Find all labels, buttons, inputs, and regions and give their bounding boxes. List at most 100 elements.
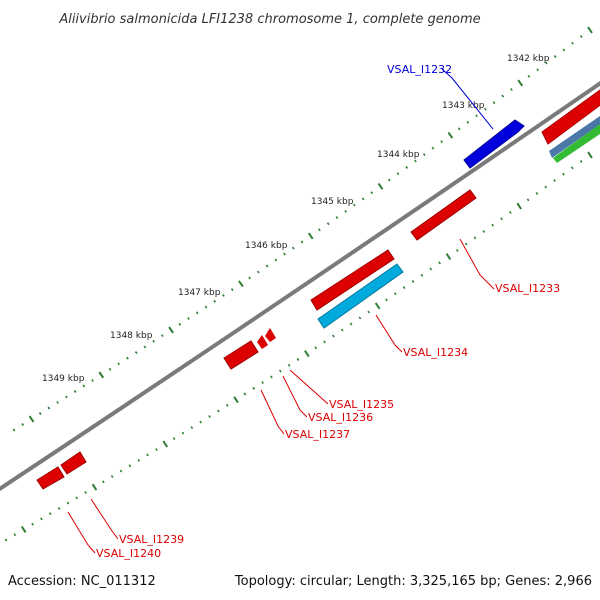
minor-tick <box>217 409 220 413</box>
minor-tick <box>12 428 16 432</box>
minor-tick <box>181 431 185 435</box>
minor-tick <box>108 367 112 371</box>
minor-tick <box>344 209 347 213</box>
gene-label-vsal-i1240[interactable]: VSAL_I1240 <box>96 547 161 560</box>
minor-tick <box>501 94 505 98</box>
gene-label-vsal-i1232[interactable]: VSAL_I1232 <box>387 63 452 76</box>
minor-tick <box>457 127 461 131</box>
minor-tick <box>119 469 123 473</box>
major-tick <box>374 302 381 310</box>
minor-tick <box>56 401 59 404</box>
major-tick <box>28 415 35 423</box>
major-tick <box>377 182 384 190</box>
minor-tick <box>291 246 295 250</box>
leader-line-vsal-i1233 <box>459 238 495 290</box>
minor-tick <box>562 172 565 176</box>
edge-feature-red[interactable] <box>541 89 600 145</box>
major-tick <box>516 202 522 210</box>
major-tick <box>447 131 454 139</box>
gene-label-vsal-i1235[interactable]: VSAL_I1235 <box>329 398 394 411</box>
minor-tick <box>213 299 217 303</box>
minor-tick <box>21 423 25 426</box>
minor-tick <box>340 328 344 332</box>
minor-tick <box>402 286 406 290</box>
kbp-labels: 1342 kbp 1343 kbp 1344 kbp 1345 kbp 1346… <box>42 54 550 384</box>
minor-tick <box>420 273 424 277</box>
minor-tick <box>349 322 353 326</box>
minor-tick <box>261 381 264 385</box>
minor-tick <box>429 267 433 271</box>
major-tick <box>20 526 27 533</box>
minor-tick <box>483 107 487 111</box>
major-tick <box>517 79 524 87</box>
leader-line-vsal-i1237 <box>260 389 285 435</box>
gene-feature-vsal-i1234[interactable] <box>310 249 395 311</box>
minor-tick <box>323 340 326 344</box>
minor-tick <box>117 362 121 366</box>
minor-tick <box>411 279 415 283</box>
major-tick <box>168 326 174 334</box>
minor-tick <box>73 390 77 393</box>
minor-tick <box>571 41 574 45</box>
kbp-label-1342: 1342 kbp <box>507 54 550 64</box>
minor-tick <box>265 264 269 268</box>
minor-tick <box>126 356 129 360</box>
minor-tick <box>535 191 539 195</box>
gene-label-vsal-i1234[interactable]: VSAL_I1234 <box>403 346 468 359</box>
minor-tick <box>278 369 282 373</box>
gene-feature-vsal-i1239[interactable] <box>60 451 87 475</box>
minor-tick <box>199 420 202 424</box>
kbp-label-1346: 1346 kbp <box>245 241 288 251</box>
gene-feature-vsal-i1237[interactable] <box>223 340 259 370</box>
minor-tick <box>230 288 234 292</box>
leader-line-vsal-i1239 <box>90 498 119 540</box>
major-tick <box>98 371 105 379</box>
leader-line-vsal-i1240 <box>67 511 96 554</box>
gene-label-vsal-i1236[interactable]: VSAL_I1236 <box>308 411 373 424</box>
gene-labels: VSAL_I1232 VSAL_I1233 VSAL_I1234 VSAL_I1… <box>96 63 560 560</box>
outer-tick-row <box>12 26 593 432</box>
minor-tick <box>464 242 468 246</box>
gene-label-vsal-i1237[interactable]: VSAL_I1237 <box>285 428 350 441</box>
minor-tick <box>146 453 149 457</box>
minor-tick <box>553 55 557 58</box>
inner-tick-row <box>4 151 593 542</box>
accession-text: Accession: NC_011312 <box>8 574 156 589</box>
minor-tick <box>385 298 388 302</box>
minor-tick <box>544 185 548 189</box>
minor-tick <box>4 538 8 542</box>
edge-feature-steel[interactable] <box>549 116 600 158</box>
minor-tick <box>287 363 291 367</box>
leader-line-vsal-i1232 <box>441 68 494 130</box>
gene-label-vsal-i1239[interactable]: VSAL_I1239 <box>119 533 184 546</box>
minor-tick <box>473 236 477 240</box>
minor-tick <box>91 379 94 382</box>
minor-tick <box>482 230 486 233</box>
kbp-label-1344: 1344 kbp <box>377 150 420 160</box>
minor-tick <box>13 533 17 537</box>
minor-tick <box>204 305 208 309</box>
kbp-label-1345: 1345 kbp <box>311 197 354 207</box>
minor-tick <box>134 351 138 355</box>
gene-feature-vsal-i1232[interactable] <box>463 119 525 169</box>
major-tick <box>445 253 452 261</box>
minor-tick <box>492 101 496 105</box>
minor-tick <box>48 512 52 516</box>
gene-feature-vsal-i1235[interactable] <box>265 328 276 342</box>
gene-label-vsal-i1233[interactable]: VSAL_I1233 <box>495 282 560 295</box>
minor-tick <box>367 310 371 314</box>
gene-feature-vsal-i1233[interactable] <box>410 189 477 241</box>
minor-tick <box>353 203 356 207</box>
gene-features <box>36 119 525 490</box>
minor-tick <box>178 322 182 326</box>
feature-cyan[interactable] <box>317 263 404 329</box>
minor-tick <box>491 223 494 227</box>
edge-features <box>541 89 600 163</box>
gene-feature-vsal-i1240[interactable] <box>36 466 65 490</box>
gene-feature-vsal-i1236[interactable] <box>257 335 268 349</box>
minor-tick <box>466 120 470 124</box>
major-tick <box>238 280 244 288</box>
minor-tick <box>155 448 158 451</box>
edge-feature-green[interactable] <box>553 124 600 163</box>
chromosome-backbone <box>0 81 600 492</box>
